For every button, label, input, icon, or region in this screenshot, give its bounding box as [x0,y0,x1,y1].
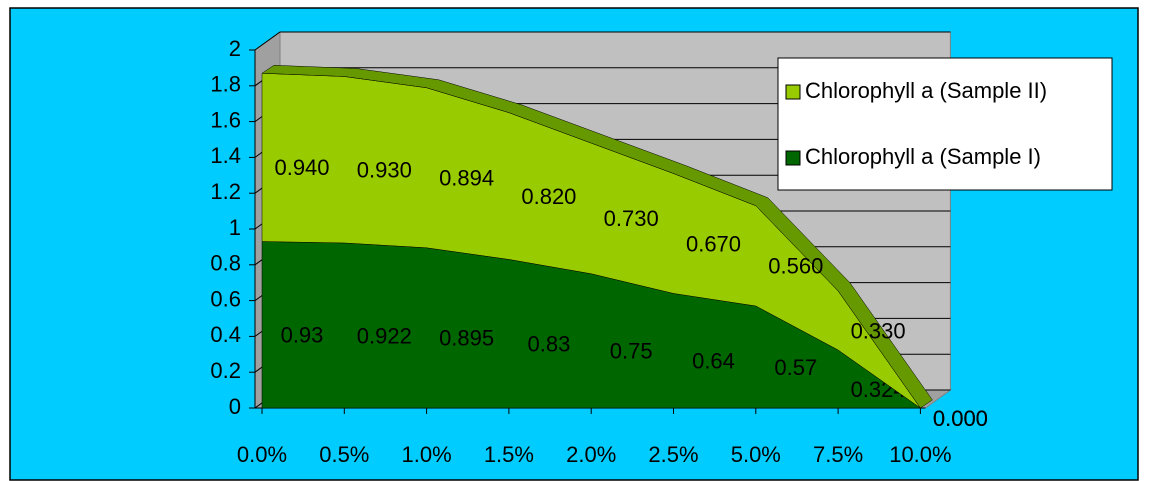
y-tick-label: 1.8 [210,72,241,97]
x-tick-label: 2.5% [648,442,698,467]
data-label: 0.670 [686,231,741,256]
legend [777,57,1113,191]
data-label: 0.560 [768,254,823,279]
data-label: 0.57 [774,355,817,380]
data-label: 0.820 [521,184,576,209]
legend-label: Chlorophyll a (Sample II) [805,78,1047,103]
x-tick-label: 1.0% [402,442,452,467]
y-tick-label: 0.6 [210,286,241,311]
data-label: 0.000 [933,406,988,431]
area-top [261,65,933,409]
y-tick-label: 0 [229,394,241,419]
x-tick-label: 0.0% [237,442,287,467]
legend-swatch [785,150,801,166]
data-label: 0.895 [439,326,494,351]
data-label: 0.730 [604,206,659,231]
data-label: 0.75 [610,339,653,364]
x-tick-label: 5.0% [731,442,781,467]
data-label: 0.894 [439,166,494,191]
grid-line [254,31,951,51]
data-label: 0.922 [357,323,412,348]
x-tick-label: 10.0% [889,442,951,467]
y-tick-label: 0.4 [210,322,241,347]
y-tick-label: 1.4 [210,143,241,168]
x-tick-label: 0.5% [319,442,369,467]
x-tick-label: 2.0% [566,442,616,467]
y-tick-label: 1.2 [210,179,241,204]
y-tick-label: 0.8 [210,251,241,276]
data-label: 0.930 [357,158,412,183]
y-tick-label: 2 [229,36,241,61]
x-tick-label: 7.5% [813,442,863,467]
legend-label: Chlorophyll a (Sample I) [805,144,1041,169]
data-label: 0.330 [851,318,906,343]
y-tick-label: 0.2 [210,358,241,383]
legend-swatch [785,84,801,100]
data-label: 0.940 [274,155,329,180]
data-label: 0.93 [281,323,324,348]
data-label: 0.64 [692,349,735,374]
data-label: 0.83 [527,332,570,357]
x-tick-label: 1.5% [484,442,534,467]
data-label: 0.000 [933,406,988,431]
y-tick-label: 1 [229,215,241,240]
y-tick-label: 1.6 [210,107,241,132]
